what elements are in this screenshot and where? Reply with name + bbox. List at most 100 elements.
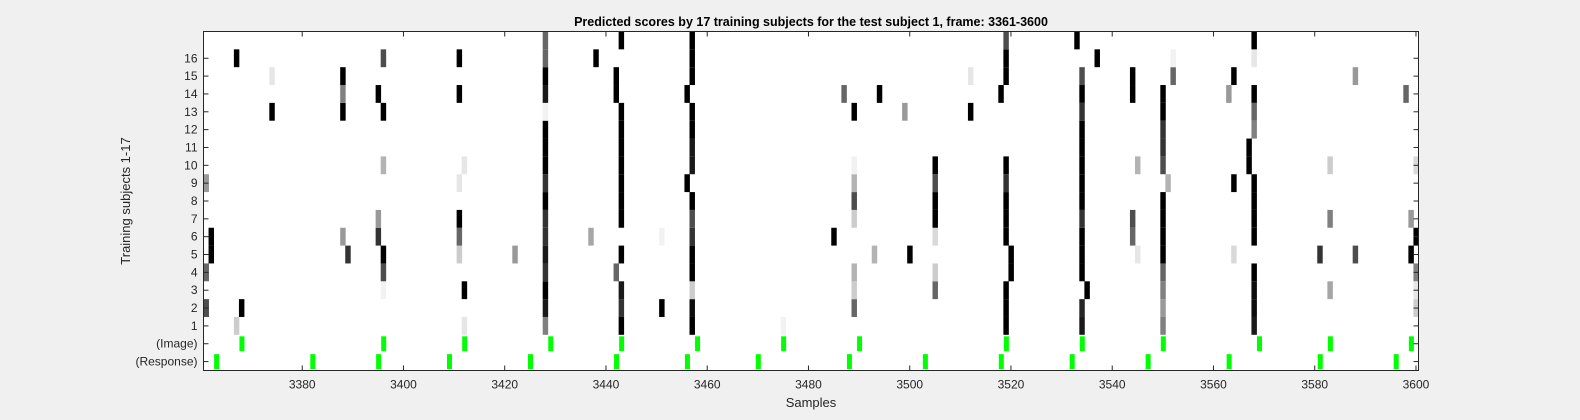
heatmap-cell	[689, 67, 695, 86]
heatmap-cell	[1327, 281, 1333, 300]
heatmap-cell	[998, 85, 1004, 103]
heatmap-cell	[851, 299, 857, 317]
heatmap-cell	[1003, 299, 1009, 317]
x-tick-label: 3400	[390, 378, 417, 392]
heatmap-cell	[542, 245, 549, 264]
heatmap-cell	[851, 192, 857, 210]
heatmap-cell	[542, 120, 549, 139]
heatmap-cell	[456, 174, 463, 193]
heatmap-cell	[932, 192, 938, 210]
heatmap-cell	[1251, 209, 1257, 228]
event-marker	[1317, 354, 1323, 369]
heatmap-cell	[902, 102, 908, 121]
heatmap-cell	[851, 102, 857, 121]
heatmap-cell	[1251, 192, 1257, 210]
heatmap-cell	[238, 299, 245, 317]
heatmap-cell	[689, 49, 695, 68]
heatmap-cell	[375, 227, 382, 246]
heatmap-cell	[689, 138, 695, 157]
heatmap-cell	[689, 102, 695, 121]
heatmap-cell	[1251, 120, 1257, 139]
heatmap-cell	[689, 156, 695, 175]
heatmap-cell	[1352, 67, 1359, 86]
heatmap-cell	[542, 263, 549, 282]
y-tick-label: 8	[191, 194, 198, 208]
y-tick-label: (Response)	[135, 355, 197, 369]
heatmap-cell	[1231, 245, 1237, 264]
event-marker	[614, 354, 620, 369]
heatmap-cell	[1160, 245, 1166, 264]
heatmap-cell	[542, 102, 549, 121]
x-tick-label: 3380	[289, 378, 316, 392]
heatmap-cell	[1008, 245, 1014, 264]
heatmap-cell	[542, 85, 549, 103]
heatmap-cell	[233, 316, 240, 335]
heatmap-cell	[1160, 156, 1166, 175]
heatmap-cell	[269, 67, 275, 86]
y-tick-label: 9	[191, 176, 198, 190]
heatmap-cell	[542, 227, 549, 246]
event-marker	[922, 354, 928, 369]
heatmap-cell	[375, 209, 382, 228]
event-marker	[1079, 336, 1085, 352]
heatmap-cell	[593, 49, 599, 68]
heatmap-cell	[871, 245, 878, 264]
heatmap-cell	[1251, 227, 1257, 246]
heatmap-cell	[967, 67, 974, 86]
heatmap-cell	[1160, 316, 1166, 335]
heatmap-cell	[1160, 227, 1166, 246]
heatmap-cell	[618, 138, 625, 157]
heatmap-cell	[618, 316, 625, 335]
y-tick-label: 13	[184, 105, 198, 119]
heatmap-cell	[1231, 67, 1237, 86]
heatmap-cell	[1246, 138, 1252, 157]
y-tick-label: 14	[184, 87, 198, 101]
heatmap-cell	[689, 209, 695, 228]
heatmap-cell	[542, 316, 549, 335]
event-marker	[1327, 336, 1333, 352]
heatmap-cell	[380, 49, 387, 68]
event-marker	[310, 354, 316, 369]
heatmap-cell	[932, 281, 938, 300]
heatmap-cell	[1003, 49, 1009, 68]
heatmap-cell	[375, 85, 382, 103]
heatmap-cell	[1079, 316, 1085, 335]
heatmap-cell	[618, 156, 625, 175]
x-tick-label: 3580	[1301, 378, 1328, 392]
heatmap-cell	[851, 281, 857, 300]
heatmap-cell	[1251, 281, 1257, 300]
heatmap-cell	[380, 281, 387, 300]
event-marker	[239, 336, 245, 352]
heatmap-cell	[1079, 67, 1085, 86]
heatmap-cell	[208, 227, 215, 246]
heatmap-cell	[618, 245, 625, 264]
x-tick-label: 3440	[593, 378, 620, 392]
heatmap-cell	[689, 192, 695, 210]
y-tick-label: 4	[191, 265, 198, 279]
heatmap-cell	[233, 49, 240, 68]
heatmap-cell	[1129, 85, 1136, 103]
heatmap-cell	[851, 156, 857, 175]
event-markers	[214, 336, 1414, 369]
y-tick-label: (Image)	[156, 337, 197, 351]
heatmap-cell	[1160, 209, 1166, 228]
y-axis-label: Training subjects 1-17	[118, 137, 133, 264]
heatmap-cell	[780, 316, 787, 335]
heatmap-cell	[618, 174, 625, 193]
x-tick-label: 3460	[694, 378, 721, 392]
heatmap-cell	[618, 281, 625, 300]
heatmap-cell	[1135, 245, 1141, 264]
heatmap-cell	[542, 209, 549, 228]
event-marker	[376, 354, 382, 369]
heatmap-cell	[1129, 227, 1136, 246]
heatmap-cell	[1251, 263, 1257, 282]
heatmap-cell	[380, 156, 387, 175]
heatmap-cell	[340, 227, 346, 246]
heatmap-cell	[851, 263, 857, 282]
heatmap-cell	[1165, 174, 1171, 193]
y-tick-label: 2	[191, 301, 198, 315]
heatmap-cell	[907, 245, 913, 264]
heatmap-cell	[512, 245, 518, 264]
heatmap-cell	[1079, 174, 1085, 193]
